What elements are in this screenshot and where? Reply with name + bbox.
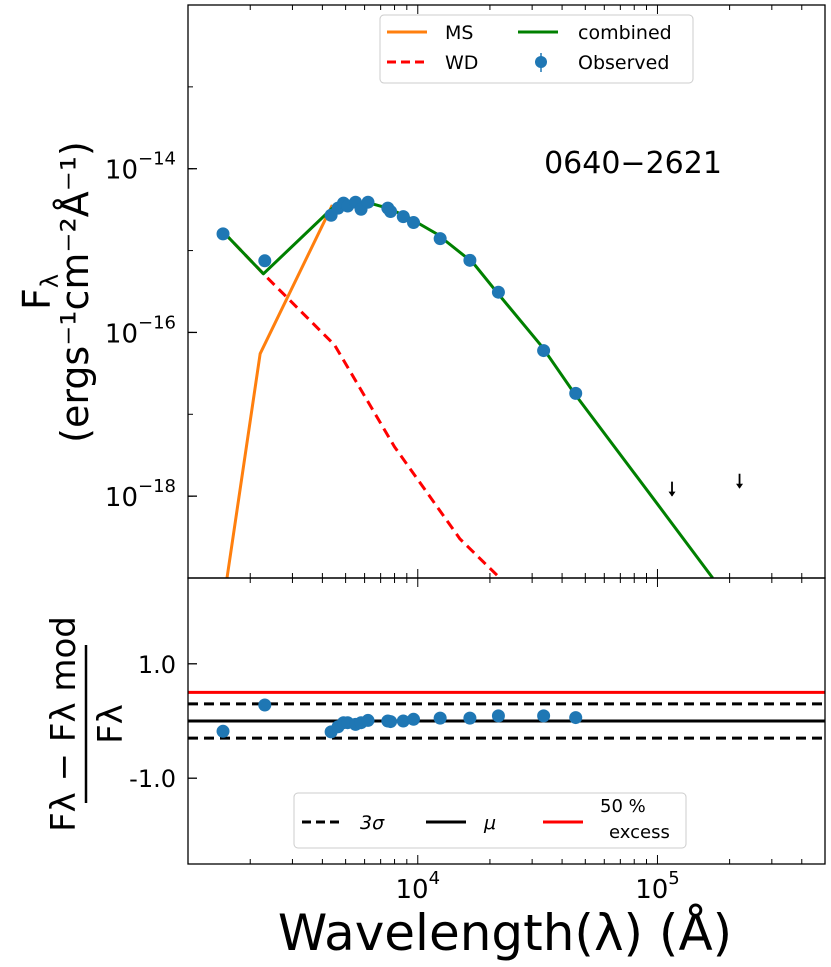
upper-limit-arrow [668,481,676,497]
residual-point [569,711,583,725]
residual-y-axis-label: Fλ − Fλ mod Fλ [44,616,131,832]
y-label-flux: F [15,288,59,310]
observed-point [361,195,375,209]
observed-point [407,216,421,230]
residual-point [463,711,477,725]
observed-point [569,386,583,400]
residual-point [361,713,375,727]
legend-observed-label: Observed [578,52,669,74]
residual-label-numerator: Fλ − Fλ mod [44,616,84,832]
top-axes-frame [187,4,826,579]
y-tick-label: 10−16 [105,312,176,349]
legend-excess-label-1: 50 % [600,796,646,817]
residual-point [258,698,272,712]
sed-legend-box [379,14,694,84]
legend-3sigma-label: 3σ [360,812,385,834]
legend-combined-label: combined [578,22,672,44]
wd-model-line [221,230,501,578]
residual-point [537,709,551,723]
x-axis-label: Wavelength(λ) (Å) [278,904,732,962]
observed-point [463,253,477,267]
object-id-annotation: 0640−2621 [544,146,722,181]
y-label-flux-subscript: λ [36,274,64,288]
residual-panel: 1.0 -1.0 104 105 3σ μ 50 % excess Fλ − Fλ … [44,5,826,962]
residual-legend: 3σ μ 50 % excess [293,792,687,849]
x-tick-label: 105 [635,868,680,905]
residual-point [216,724,230,738]
residual-point [384,715,398,729]
residual-point [407,712,421,726]
observed-point [384,205,398,219]
legend-excess-label-2: excess [609,822,670,843]
legend-observed-marker [535,56,547,68]
x-tick-label: 104 [395,868,440,905]
ms-model-line [225,204,334,578]
residual-y-tick-label: -1.0 [129,765,176,793]
observed-point [258,254,272,268]
y-tick-label: 10−14 [105,149,176,186]
bottom-axes-frame [187,577,826,865]
residual-point [491,709,505,723]
y-label-units: (ergs⁻¹cm⁻²Å⁻¹) [53,141,97,443]
residual-legend-box [293,792,687,849]
residual-point [433,711,447,725]
observed-point [537,344,551,358]
legend-wd-label: WD [445,52,478,74]
observed-point [216,227,230,241]
residual-point [396,714,410,728]
y-tick-label: 10−18 [105,476,176,513]
top-y-axis-label: Fλ (ergs⁻¹cm⁻²Å⁻¹) [15,141,97,443]
legend-mu-label: μ [483,812,496,834]
observed-point [433,232,447,246]
svg-text:Fλ: Fλ [15,274,64,310]
legend-ms-label: MS [445,22,473,44]
residual-y-tick-label: 1.0 [138,651,176,679]
sed-legend: MS combined WD Observed [379,14,694,84]
residual-label-denominator: Fλ [91,704,131,744]
observed-point [396,210,410,224]
observed-point [491,285,505,299]
sed-panel: 10−14 10−16 10−18 0640−2621 MS combined WD… [15,4,826,579]
upper-limit-arrow [736,473,744,489]
